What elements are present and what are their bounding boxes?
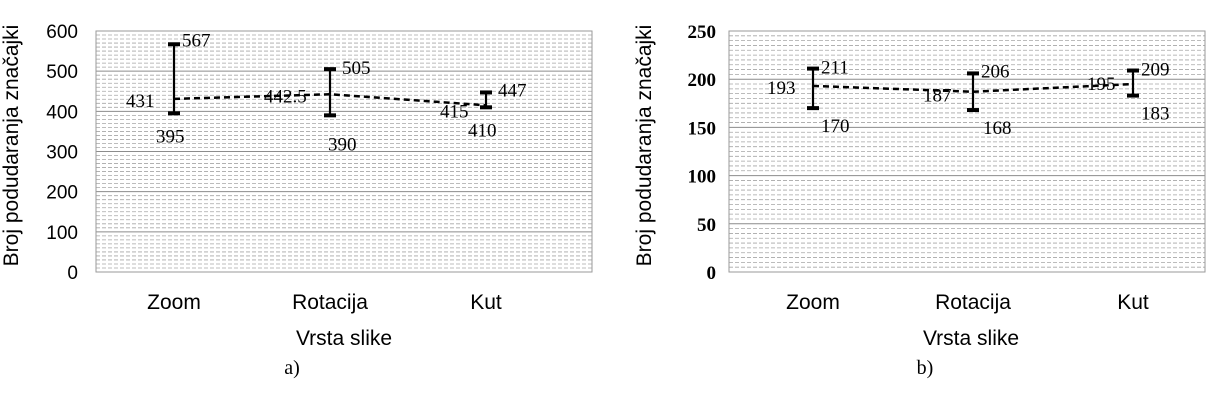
y-tick-label: 150 <box>688 118 717 139</box>
plot-frame <box>95 30 593 273</box>
y-tick-label: 600 <box>46 22 78 43</box>
y-tick-label: 300 <box>46 143 78 164</box>
x-category-label: Zoom <box>147 291 201 314</box>
mean-value-label: 442.5 <box>264 86 307 107</box>
min-value-label: 410 <box>468 120 497 141</box>
max-value-label: 567 <box>182 30 211 51</box>
x-category-label: Rotacija <box>935 291 1011 314</box>
mean-value-label: 415 <box>440 101 469 122</box>
panel-label-b: b) <box>916 357 934 379</box>
y-tick-label: 200 <box>688 70 717 91</box>
x-axis-label: Vrsta slike <box>923 327 1019 350</box>
min-value-label: 168 <box>983 118 1012 139</box>
y-tick-label: 100 <box>688 167 717 188</box>
chart-a: 0 100 200 300 400 500 600 Broj podudaranja znač… <box>0 22 593 350</box>
min-value-label: 183 <box>1141 104 1170 125</box>
x-category-label: Kut <box>470 291 502 314</box>
y-tick-label: 0 <box>67 263 78 284</box>
y-tick-label: 500 <box>46 62 78 83</box>
min-value-label: 395 <box>156 126 185 147</box>
max-value-label: 211 <box>821 58 849 79</box>
mean-value-label: 431 <box>126 91 155 112</box>
y-tick-label: 0 <box>707 263 717 284</box>
y-tick-label: 200 <box>46 183 78 204</box>
y-tick-label: 50 <box>697 215 716 236</box>
mean-value-label: 195 <box>1087 74 1116 95</box>
x-category-label: Rotacija <box>292 291 368 314</box>
y-tick-label: 400 <box>46 102 78 123</box>
x-category-label: Zoom <box>786 291 840 314</box>
chart-panel-a: 0 100 200 300 400 500 600 Broj podudaranja znač… <box>0 22 593 379</box>
y-tick-label: 250 <box>688 22 717 43</box>
max-value-label: 505 <box>342 58 371 79</box>
min-value-label: 390 <box>328 134 357 155</box>
mean-value-label: 193 <box>767 78 796 99</box>
panel-label-a: a) <box>284 357 300 379</box>
min-value-label: 170 <box>821 116 850 137</box>
y-axis-label: Broj podudaranja značajki <box>0 25 23 267</box>
chart-b: 0 50 100 150 200 250 Broj podudaranja značajki… <box>633 22 1206 350</box>
max-value-label: 209 <box>1141 60 1170 81</box>
chart-panel-b: 0 50 100 150 200 250 Broj podudaranja značajki… <box>603 0 1206 405</box>
y-axis-label: Broj podudaranja značajki <box>633 25 656 267</box>
x-axis-label: Vrsta slike <box>296 327 392 350</box>
y-tick-label: 100 <box>46 223 78 244</box>
max-value-label: 447 <box>498 80 527 101</box>
mean-value-label: 187 <box>923 86 952 107</box>
max-value-label: 206 <box>981 61 1010 82</box>
mean-dashed-line <box>173 93 487 107</box>
plot-frame <box>728 30 1206 273</box>
x-category-label: Kut <box>1117 291 1149 314</box>
